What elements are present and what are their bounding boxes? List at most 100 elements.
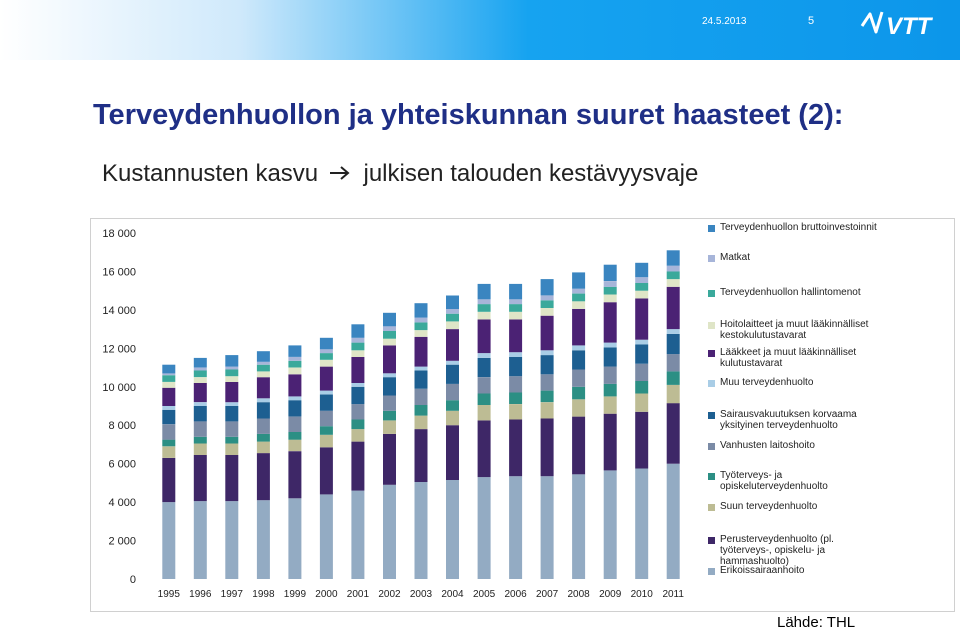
legend-swatch [708, 322, 715, 329]
y-tick-label: 16 000 [102, 266, 136, 278]
bar-segment [225, 455, 239, 502]
bar-segment [540, 308, 554, 316]
bar-segment [446, 410, 459, 426]
bar-segment [319, 447, 333, 495]
y-tick-label: 10 000 [102, 382, 136, 394]
bar-segment [603, 342, 617, 348]
bar-segment [477, 304, 491, 312]
bar-segment [256, 433, 270, 442]
x-tick-label: 1996 [189, 589, 212, 600]
bar-segment [225, 501, 239, 579]
chart-frame: 0 2 000 4 000 6 000 8 000 10 000 12 000 14 000 1… [90, 218, 955, 612]
bar-segment [383, 433, 396, 485]
bar-segment [225, 382, 239, 403]
bar-segment [351, 324, 365, 338]
bar-segment [193, 421, 207, 437]
bar-segment [162, 424, 176, 440]
stacked-bar-chart: 0 2 000 4 000 6 000 8 000 10 000 12 000 14 000 1… [102, 228, 684, 600]
bar-segment [666, 333, 680, 355]
bar-segment [509, 283, 523, 300]
bar-segment [540, 402, 554, 419]
legend-swatch [708, 504, 715, 511]
bar-segment [414, 388, 428, 405]
bar-segment [572, 369, 586, 387]
bar-segment [635, 363, 649, 381]
bar-segment [446, 480, 459, 579]
bar-segment [256, 351, 270, 362]
bar-segment [572, 345, 586, 351]
bar-segment [446, 321, 459, 330]
bar-segment [540, 300, 554, 308]
bar-segment [572, 272, 586, 289]
legend-label: Lääkkeet ja muut lääkinnälliset kulutust… [720, 347, 857, 369]
bar-segment [225, 421, 239, 437]
bar-segment [414, 481, 428, 579]
x-tick-label: 2009 [599, 589, 622, 600]
bar-segment [162, 406, 176, 410]
bar-segment [414, 322, 428, 331]
page-subtitle: Kustannusten kasvu julkisen talouden kes… [102, 160, 698, 188]
bar-segment [256, 398, 270, 403]
bar-segment [193, 382, 207, 403]
bar-segment [162, 457, 176, 503]
bar-segment [666, 371, 680, 385]
page-title: Terveydenhuollon ja yhteiskunnan suuret … [93, 99, 844, 131]
bar-segment [509, 311, 523, 320]
bar-segment [193, 436, 207, 444]
bar-segment [414, 303, 428, 318]
bar-segment [351, 382, 365, 387]
bar-segment [635, 339, 649, 345]
bar-segment [383, 373, 396, 378]
bar-segment [666, 286, 680, 330]
bar-segment [288, 400, 302, 417]
bar-segment [603, 396, 617, 414]
y-tick-label: 8 000 [108, 420, 136, 432]
x-tick-label: 2002 [378, 589, 401, 600]
bar-segment [256, 364, 270, 372]
legend-label: Vanhusten laitoshoito [720, 440, 815, 451]
legend-label: Sairausvakuutuksen korvaama yksityinen t… [720, 409, 857, 431]
bar-segment [666, 329, 680, 334]
bar-segment [446, 425, 459, 480]
bar-segment [509, 419, 523, 477]
bar-segment [351, 429, 365, 442]
bar-segment [666, 384, 680, 404]
bar-segment [351, 441, 365, 491]
bar-segment [193, 370, 207, 378]
bar-segment [540, 476, 554, 579]
bar-segment [414, 366, 428, 371]
bar-segment [603, 347, 617, 367]
bar-segment [477, 393, 491, 405]
bar-segment [635, 290, 649, 299]
bar-segment [635, 283, 649, 291]
legend-swatch [708, 443, 715, 450]
x-tick-label: 1995 [158, 589, 181, 600]
bar-segment [383, 484, 396, 579]
bar-segment [193, 501, 207, 579]
bar-segment [225, 402, 239, 406]
bar-segment [603, 264, 617, 281]
bar-segment [162, 387, 176, 406]
bar-segment [477, 283, 491, 300]
y-tick-label: 12 000 [102, 343, 136, 355]
bar-segment [256, 441, 270, 454]
bar-segment [572, 350, 586, 370]
bar-segment [351, 342, 365, 351]
bar-segment [319, 390, 333, 395]
x-tick-label: 2007 [536, 589, 559, 600]
bar-segment [414, 336, 428, 367]
legend-swatch [708, 225, 715, 232]
legend-label: Työterveys- ja opiskeluterveydenhuolto [720, 470, 828, 492]
legend-label: Terveydenhuollon hallintomenot [720, 287, 861, 298]
bar-segment [256, 453, 270, 501]
bar-segment [162, 439, 176, 447]
bar-segment [162, 382, 176, 388]
bar-segment [666, 250, 680, 266]
legend-swatch [708, 380, 715, 387]
x-tick-label: 1998 [252, 589, 275, 600]
bar-segment [319, 353, 333, 360]
bar-segment [540, 350, 554, 356]
x-tick-label: 2005 [473, 589, 496, 600]
bar-segment [603, 470, 617, 579]
bar-segment [477, 311, 491, 320]
